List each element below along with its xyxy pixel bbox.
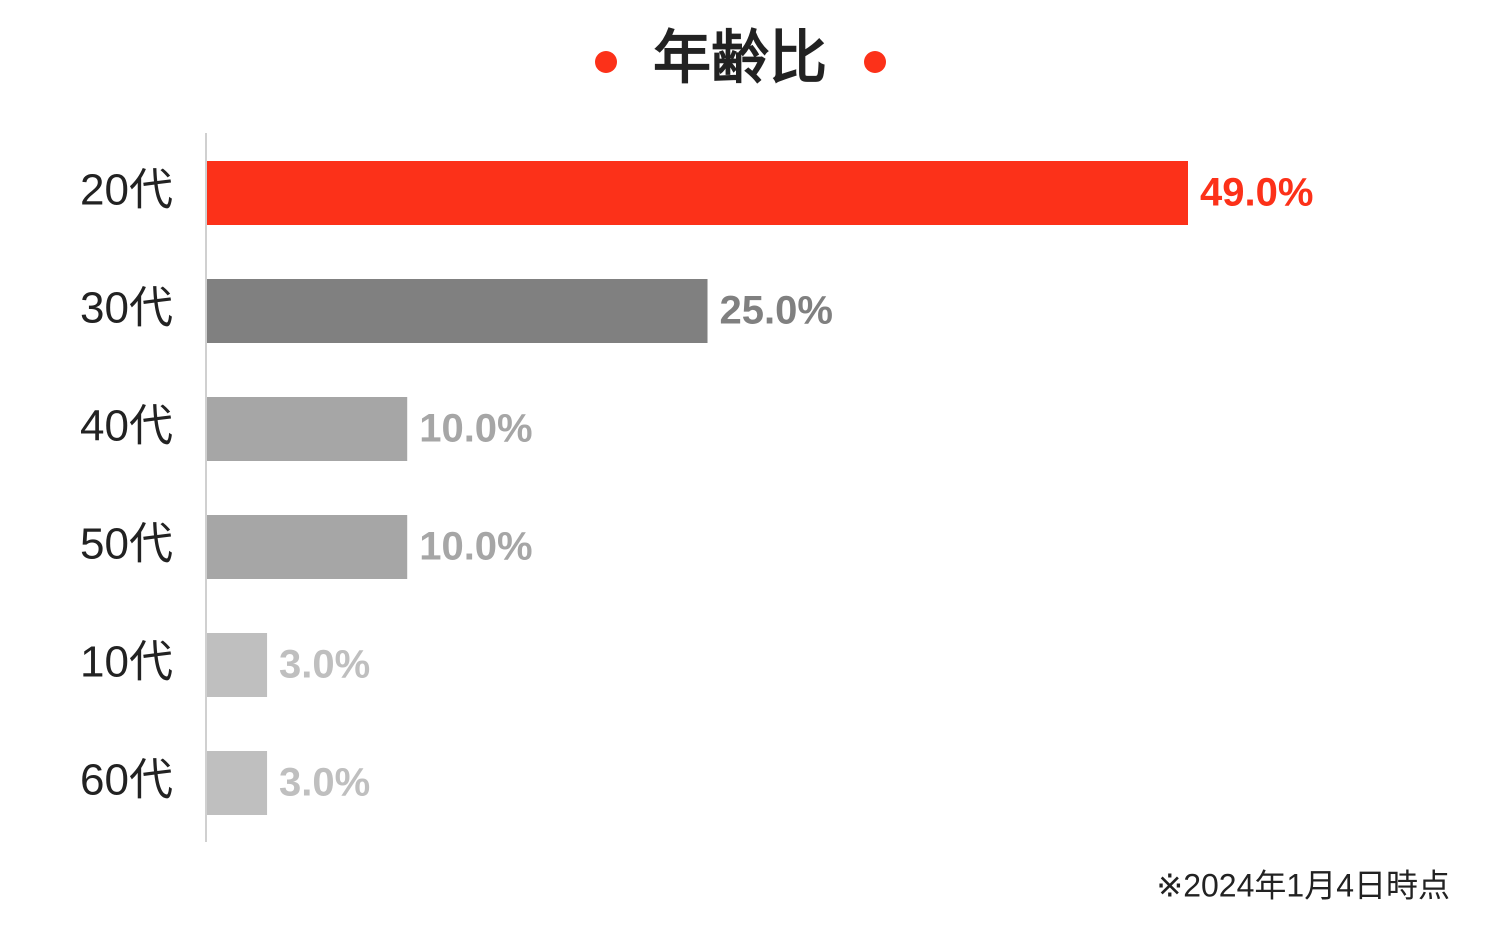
category-label: 10代 [80, 638, 173, 687]
bar [207, 751, 268, 815]
title-dot [595, 51, 617, 73]
category-label: 50代 [80, 520, 173, 569]
chart-title: 年齢比 [653, 25, 827, 90]
value-label: 10.0% [419, 407, 532, 451]
category-label: 30代 [80, 284, 173, 333]
footnote: ※2024年1月4日時点 [1156, 867, 1450, 903]
value-label: 3.0% [279, 761, 370, 805]
value-label: 10.0% [419, 525, 532, 569]
bar [207, 397, 408, 461]
title-dot [864, 51, 886, 73]
value-label: 25.0% [720, 289, 833, 333]
value-label: 49.0% [1200, 171, 1313, 215]
value-label: 3.0% [279, 643, 370, 687]
bar [207, 633, 268, 697]
category-label: 20代 [80, 166, 173, 215]
bar [207, 161, 1188, 225]
category-label: 40代 [80, 402, 173, 451]
bar [207, 515, 408, 579]
category-label: 60代 [80, 756, 173, 805]
bar [207, 279, 708, 343]
